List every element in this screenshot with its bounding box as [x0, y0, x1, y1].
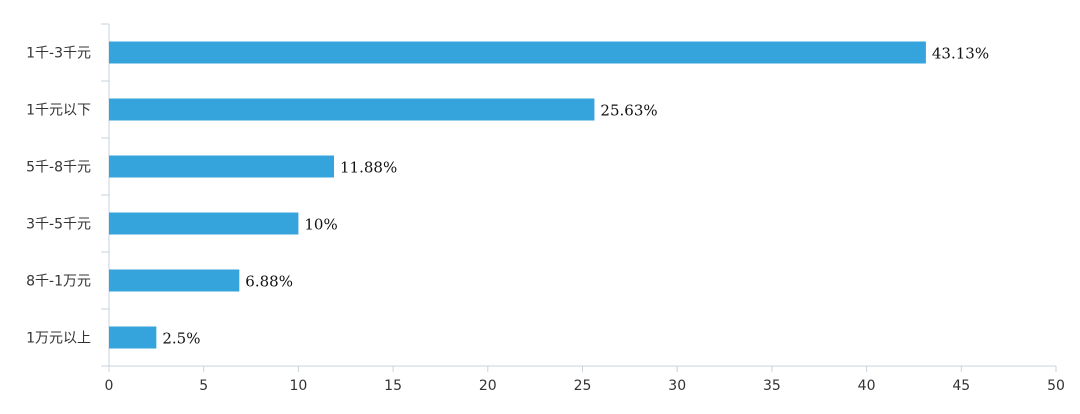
data-label: 11.88%: [340, 159, 397, 177]
bar: [109, 41, 926, 64]
data-label: 25.63%: [600, 102, 657, 120]
category-label: 1千-3千元: [26, 46, 91, 62]
data-label: 43.13%: [932, 45, 989, 63]
category-label: 8千-1万元: [26, 274, 91, 290]
category-label: 3千-5千元: [26, 217, 91, 233]
x-tick-labels: 0 5 10 15 20 25 30 35 40 45 50: [105, 378, 1065, 394]
bar: [109, 98, 595, 121]
bar: [109, 155, 335, 178]
x-tick-label: 5: [199, 378, 208, 394]
category-label: 1千元以下: [26, 103, 91, 119]
data-label: 10%: [304, 216, 337, 234]
x-tick-label: 10: [289, 378, 307, 394]
x-tick-label: 15: [384, 378, 402, 394]
x-tick-label: 25: [574, 378, 592, 394]
bar: [109, 269, 240, 292]
x-tick-label: 35: [763, 378, 781, 394]
category-label: 1万元以上: [26, 331, 91, 347]
category-labels: 1千-3千元 1千元以下 5千-8千元 3千-5千元 8千-1万元 1万元以上: [26, 46, 91, 347]
category-label: 5千-8千元: [26, 160, 91, 176]
x-tick-label: 50: [1047, 378, 1065, 394]
data-labels: 43.13% 25.63% 11.88% 10% 6.88% 2.5%: [162, 45, 989, 348]
bars: [109, 41, 926, 349]
x-tick-label: 40: [858, 378, 876, 394]
x-tick-label: 30: [668, 378, 686, 394]
x-tick-label: 45: [952, 378, 970, 394]
bar: [109, 212, 299, 235]
data-label: 2.5%: [162, 330, 200, 348]
bar: [109, 326, 157, 349]
x-tick-label: 20: [479, 378, 497, 394]
data-label: 6.88%: [245, 273, 293, 291]
x-tick-label: 0: [105, 378, 114, 394]
axes: [101, 23, 1057, 372]
